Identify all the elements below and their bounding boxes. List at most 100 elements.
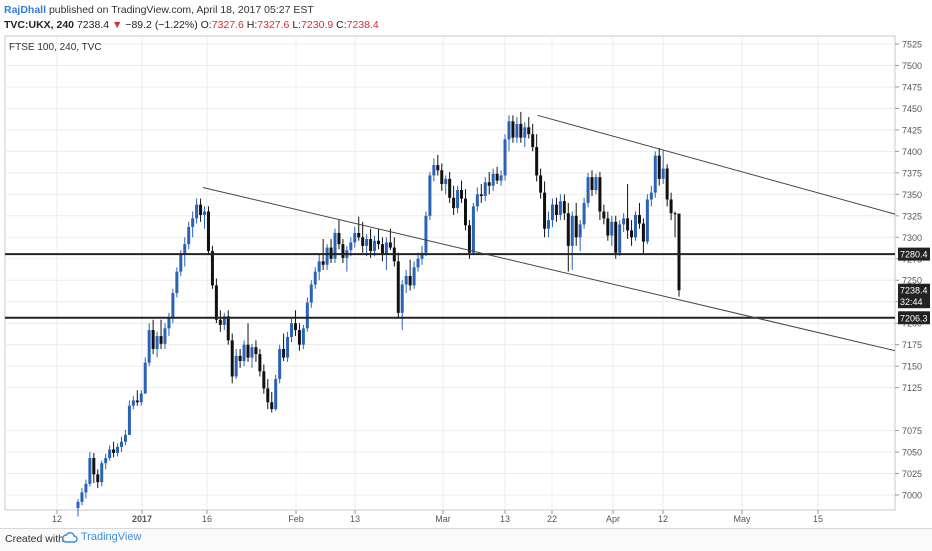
candle-body [88, 458, 92, 484]
candle-body [420, 252, 424, 259]
candle [100, 460, 104, 487]
candle [503, 134, 507, 181]
low-label: L: [292, 19, 302, 31]
candle-body [96, 474, 100, 483]
y-tick-label: 7375 [902, 168, 922, 178]
candle-body [444, 178, 448, 185]
y-tick-label: 7175 [902, 340, 922, 350]
candle-body [463, 198, 467, 226]
candle [290, 318, 294, 343]
candle [282, 333, 286, 361]
candle-body [214, 285, 218, 320]
candle-body [570, 215, 574, 246]
candle-body [531, 134, 535, 148]
candle [527, 117, 531, 139]
x-tick-label: 15 [813, 514, 823, 524]
candle [116, 443, 120, 457]
candle-body [424, 215, 428, 253]
candle [515, 117, 519, 143]
candle [507, 115, 511, 152]
candle-body [661, 168, 665, 179]
candle [444, 175, 448, 195]
candle [254, 340, 258, 362]
tradingview-brand-link[interactable]: TradingView [62, 531, 141, 543]
candle [203, 206, 207, 229]
candle-body [404, 275, 408, 285]
author-name[interactable]: RajDhall [4, 4, 47, 16]
candle-body [487, 182, 491, 186]
candle-body [250, 347, 254, 358]
candle-body [230, 340, 234, 377]
price-labels: 7280.4 7206.3 7238.432:44 [898, 247, 930, 325]
y-tick-label: 7425 [902, 125, 922, 135]
candle [626, 184, 630, 240]
candle-body [286, 336, 290, 358]
candle-body [594, 177, 598, 191]
candle-body [203, 211, 207, 215]
annotation-lines [5, 114, 896, 352]
candle-body [610, 221, 614, 236]
candle [76, 499, 80, 517]
candle [598, 171, 602, 221]
candle [270, 391, 274, 413]
candle-body [361, 237, 365, 246]
candle [84, 479, 88, 499]
candle [357, 216, 361, 241]
candle-body [147, 330, 151, 363]
candle [143, 357, 147, 394]
candle [550, 198, 554, 227]
price-tag-text: 32:44 [900, 297, 923, 307]
candle-body [104, 458, 108, 464]
candle [175, 267, 179, 298]
plot-area[interactable] [4, 35, 896, 511]
candle [570, 211, 574, 270]
x-tick-label: 16 [202, 514, 212, 524]
candle [155, 331, 159, 358]
candle [337, 220, 341, 250]
candle-body [369, 239, 373, 252]
price-tag: 32:44 [898, 295, 930, 309]
candle-body [183, 244, 187, 255]
candle [112, 441, 116, 458]
candle [562, 194, 566, 221]
candle [653, 151, 657, 198]
candle-body [614, 221, 618, 253]
price-tag-box [898, 311, 930, 325]
candle [637, 202, 641, 229]
candle [96, 469, 100, 489]
candle [242, 340, 246, 367]
candle-body [507, 121, 511, 140]
candle [199, 198, 203, 222]
candle-body [416, 258, 420, 268]
candle [210, 245, 214, 289]
candle [483, 177, 487, 202]
candle [618, 220, 622, 257]
candle [218, 310, 222, 332]
candle [649, 185, 653, 207]
candle [159, 319, 163, 349]
candle-body [491, 173, 495, 186]
candle [519, 111, 523, 143]
candle-body [547, 220, 551, 229]
candle [183, 237, 187, 267]
candle-body [479, 194, 483, 197]
candle [475, 187, 479, 212]
price-chart[interactable]: 7000702570507075712571507175720072257250… [0, 0, 932, 528]
quote-bar: TVC:UKX, 240 7238.4 ▼ −89.2 (−1.22%) O:7… [4, 18, 379, 32]
candle-body [428, 175, 432, 216]
candle-body [377, 240, 380, 245]
candle [408, 259, 412, 291]
candle [377, 228, 380, 250]
candle-body [495, 173, 499, 181]
candle-body [558, 201, 562, 215]
candle [206, 206, 210, 255]
candle-body [539, 175, 543, 193]
candle [238, 348, 242, 368]
candle [167, 312, 171, 337]
candle-body [436, 165, 440, 171]
candle [614, 215, 618, 259]
candle-body [598, 177, 602, 212]
candle-body [475, 194, 479, 207]
candle [452, 185, 456, 215]
candle-body [543, 192, 547, 229]
